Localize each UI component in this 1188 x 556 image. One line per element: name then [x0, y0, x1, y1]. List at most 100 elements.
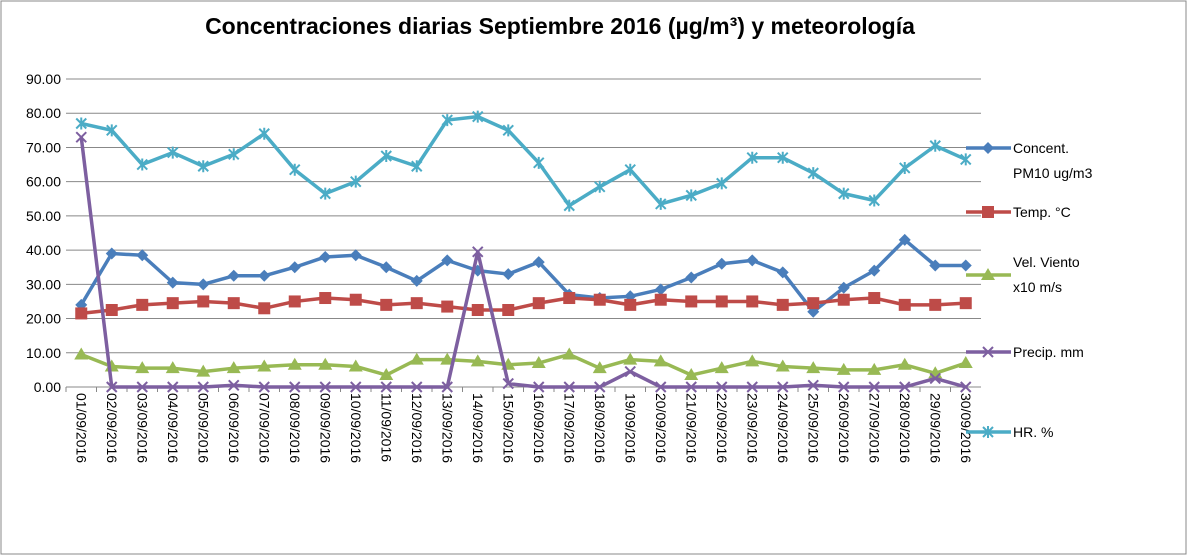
data-point [899, 381, 911, 393]
data-point [411, 160, 423, 173]
data-point [166, 276, 179, 289]
data-point [319, 187, 331, 200]
data-point [441, 300, 454, 313]
x-tick-label: 30/09/2016 [958, 393, 974, 463]
data-point [868, 264, 881, 277]
data-point [380, 261, 393, 274]
x-tick-label: 15/09/2016 [500, 393, 516, 463]
data-point [777, 151, 789, 164]
chart-title: Concentraciones diarias Septiembre 2016 … [205, 13, 915, 39]
x-tick-label: 08/09/2016 [287, 393, 303, 463]
data-point [563, 199, 575, 212]
data-point [531, 356, 546, 369]
x-tick-label: 07/09/2016 [256, 393, 272, 463]
x-tick-label: 26/09/2016 [836, 393, 852, 463]
data-point [623, 352, 638, 365]
x-tick-label: 22/09/2016 [714, 393, 730, 463]
data-point [624, 298, 637, 311]
data-point [654, 293, 667, 306]
data-point [777, 381, 789, 393]
data-point [287, 357, 302, 370]
y-tick-label: 40.00 [26, 242, 61, 258]
legend-symbol [981, 268, 995, 280]
data-point [807, 297, 820, 310]
data-point [592, 361, 607, 374]
data-point [867, 362, 882, 375]
data-point [105, 304, 118, 316]
data-point [75, 307, 88, 320]
x-tick-label: 14/09/2016 [470, 393, 486, 463]
data-point [105, 247, 118, 260]
data-point [959, 297, 972, 310]
data-point [745, 354, 760, 367]
x-tick-label: 02/09/2016 [104, 393, 120, 463]
data-point [653, 354, 668, 367]
data-point [106, 381, 118, 393]
data-point [227, 297, 240, 310]
data-point [807, 379, 819, 391]
data-point [136, 158, 148, 171]
data-point [837, 293, 850, 306]
data-point [898, 298, 911, 311]
legend-label: Precip. mm [1013, 343, 1084, 360]
data-point [470, 354, 485, 367]
y-tick-label: 20.00 [26, 311, 61, 327]
data-point [380, 298, 393, 311]
data-point [685, 189, 697, 202]
y-tick-label: 70.00 [26, 139, 61, 155]
legend-label: Concent. PM10 ug/m3 [1013, 140, 1093, 181]
data-point [410, 297, 423, 310]
x-tick-label: 12/09/2016 [409, 393, 425, 463]
data-point [471, 304, 484, 316]
data-point [135, 361, 150, 374]
data-point [746, 151, 758, 164]
data-point [288, 261, 301, 274]
data-point [319, 381, 331, 393]
x-tick-label: 27/09/2016 [866, 393, 882, 463]
data-point [868, 194, 880, 207]
data-point [166, 297, 179, 310]
legend-label: Temp. °C [1013, 203, 1071, 220]
data-point [288, 295, 301, 308]
data-point [532, 297, 545, 310]
data-point [411, 381, 423, 393]
data-point [929, 298, 942, 311]
x-tick-label: 24/09/2016 [775, 393, 791, 463]
data-point [624, 365, 636, 378]
data-point [594, 381, 606, 393]
data-point [624, 163, 636, 176]
data-point [289, 163, 301, 176]
legend-marker [982, 426, 994, 438]
data-point [806, 361, 821, 374]
legend-label: Vel. Viento x10 m/s [1013, 254, 1080, 295]
x-tick-label: 03/09/2016 [134, 393, 150, 463]
x-tick-label: 21/09/2016 [683, 393, 699, 463]
data-point [380, 381, 392, 393]
x-tick-label: 06/09/2016 [226, 393, 242, 463]
data-point [776, 298, 789, 311]
data-point [838, 187, 850, 200]
data-point [289, 381, 301, 393]
data-point [441, 381, 453, 393]
data-point [318, 357, 333, 370]
data-point [258, 127, 270, 140]
data-point [74, 347, 89, 360]
legend-marker [981, 268, 995, 280]
data-point [593, 293, 606, 306]
x-tick-label: 18/09/2016 [592, 393, 608, 463]
data-point [715, 257, 728, 270]
data-point [348, 359, 363, 372]
data-point [929, 259, 942, 272]
data-point [228, 148, 240, 161]
data-point [258, 269, 271, 282]
data-point [897, 357, 912, 370]
data-point [533, 156, 545, 169]
data-point [775, 359, 790, 372]
data-point [136, 249, 149, 262]
x-tick-label: 19/09/2016 [622, 393, 638, 463]
data-point [716, 381, 728, 393]
data-point [136, 381, 148, 393]
data-point [349, 249, 362, 262]
x-tick-label: 20/09/2016 [653, 393, 669, 463]
